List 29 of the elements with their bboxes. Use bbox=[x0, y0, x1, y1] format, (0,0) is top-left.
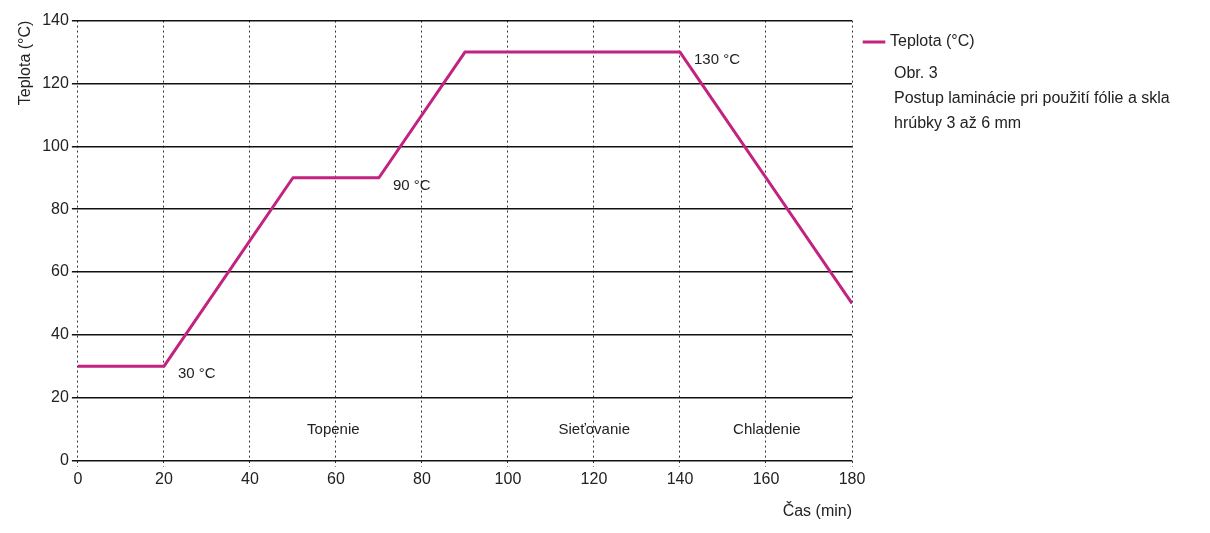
y-tick-label: 60 bbox=[51, 262, 69, 280]
legend-label: Teplota (°C) bbox=[890, 32, 975, 50]
x-axis-title: Čas (min) bbox=[782, 500, 852, 519]
x-tick-label: 140 bbox=[666, 469, 694, 487]
x-tick-label: 80 bbox=[413, 469, 431, 487]
y-tick-label: 40 bbox=[51, 325, 69, 343]
x-tick-label: 60 bbox=[327, 469, 345, 487]
x-tick-label: 180 bbox=[838, 469, 866, 487]
y-tick-label: 20 bbox=[51, 388, 69, 406]
annotation: Topenie bbox=[307, 419, 360, 437]
annotation: Sieťovanie bbox=[558, 419, 630, 437]
text: Obr. 3 bbox=[894, 63, 939, 83]
annotation: 30 °C bbox=[177, 364, 216, 382]
x-tick-label: 40 bbox=[241, 469, 259, 487]
y-tick-label: 100 bbox=[42, 136, 69, 154]
x-tick-label: 100 bbox=[494, 469, 522, 487]
y-tick-label: 80 bbox=[51, 199, 69, 217]
y-axis-title: Teplota (°C) bbox=[16, 20, 34, 106]
x-tick-label: 120 bbox=[580, 469, 608, 487]
x-tick-label: 0 bbox=[73, 469, 83, 487]
annotation: 90 °C bbox=[392, 175, 431, 193]
annotation: 130 °C bbox=[693, 50, 741, 68]
x-tick-label: 160 bbox=[752, 469, 780, 487]
y-tick-label: 0 bbox=[59, 451, 69, 469]
text: Postup laminácie pri použití fólie a skla hrúbky 3 až 6 mm bbox=[894, 88, 1171, 133]
x-tick-label: 20 bbox=[155, 469, 173, 487]
annotation: Chladenie bbox=[733, 419, 801, 437]
y-tick-label: 140 bbox=[42, 11, 69, 29]
y-tick-label: 120 bbox=[42, 73, 69, 91]
